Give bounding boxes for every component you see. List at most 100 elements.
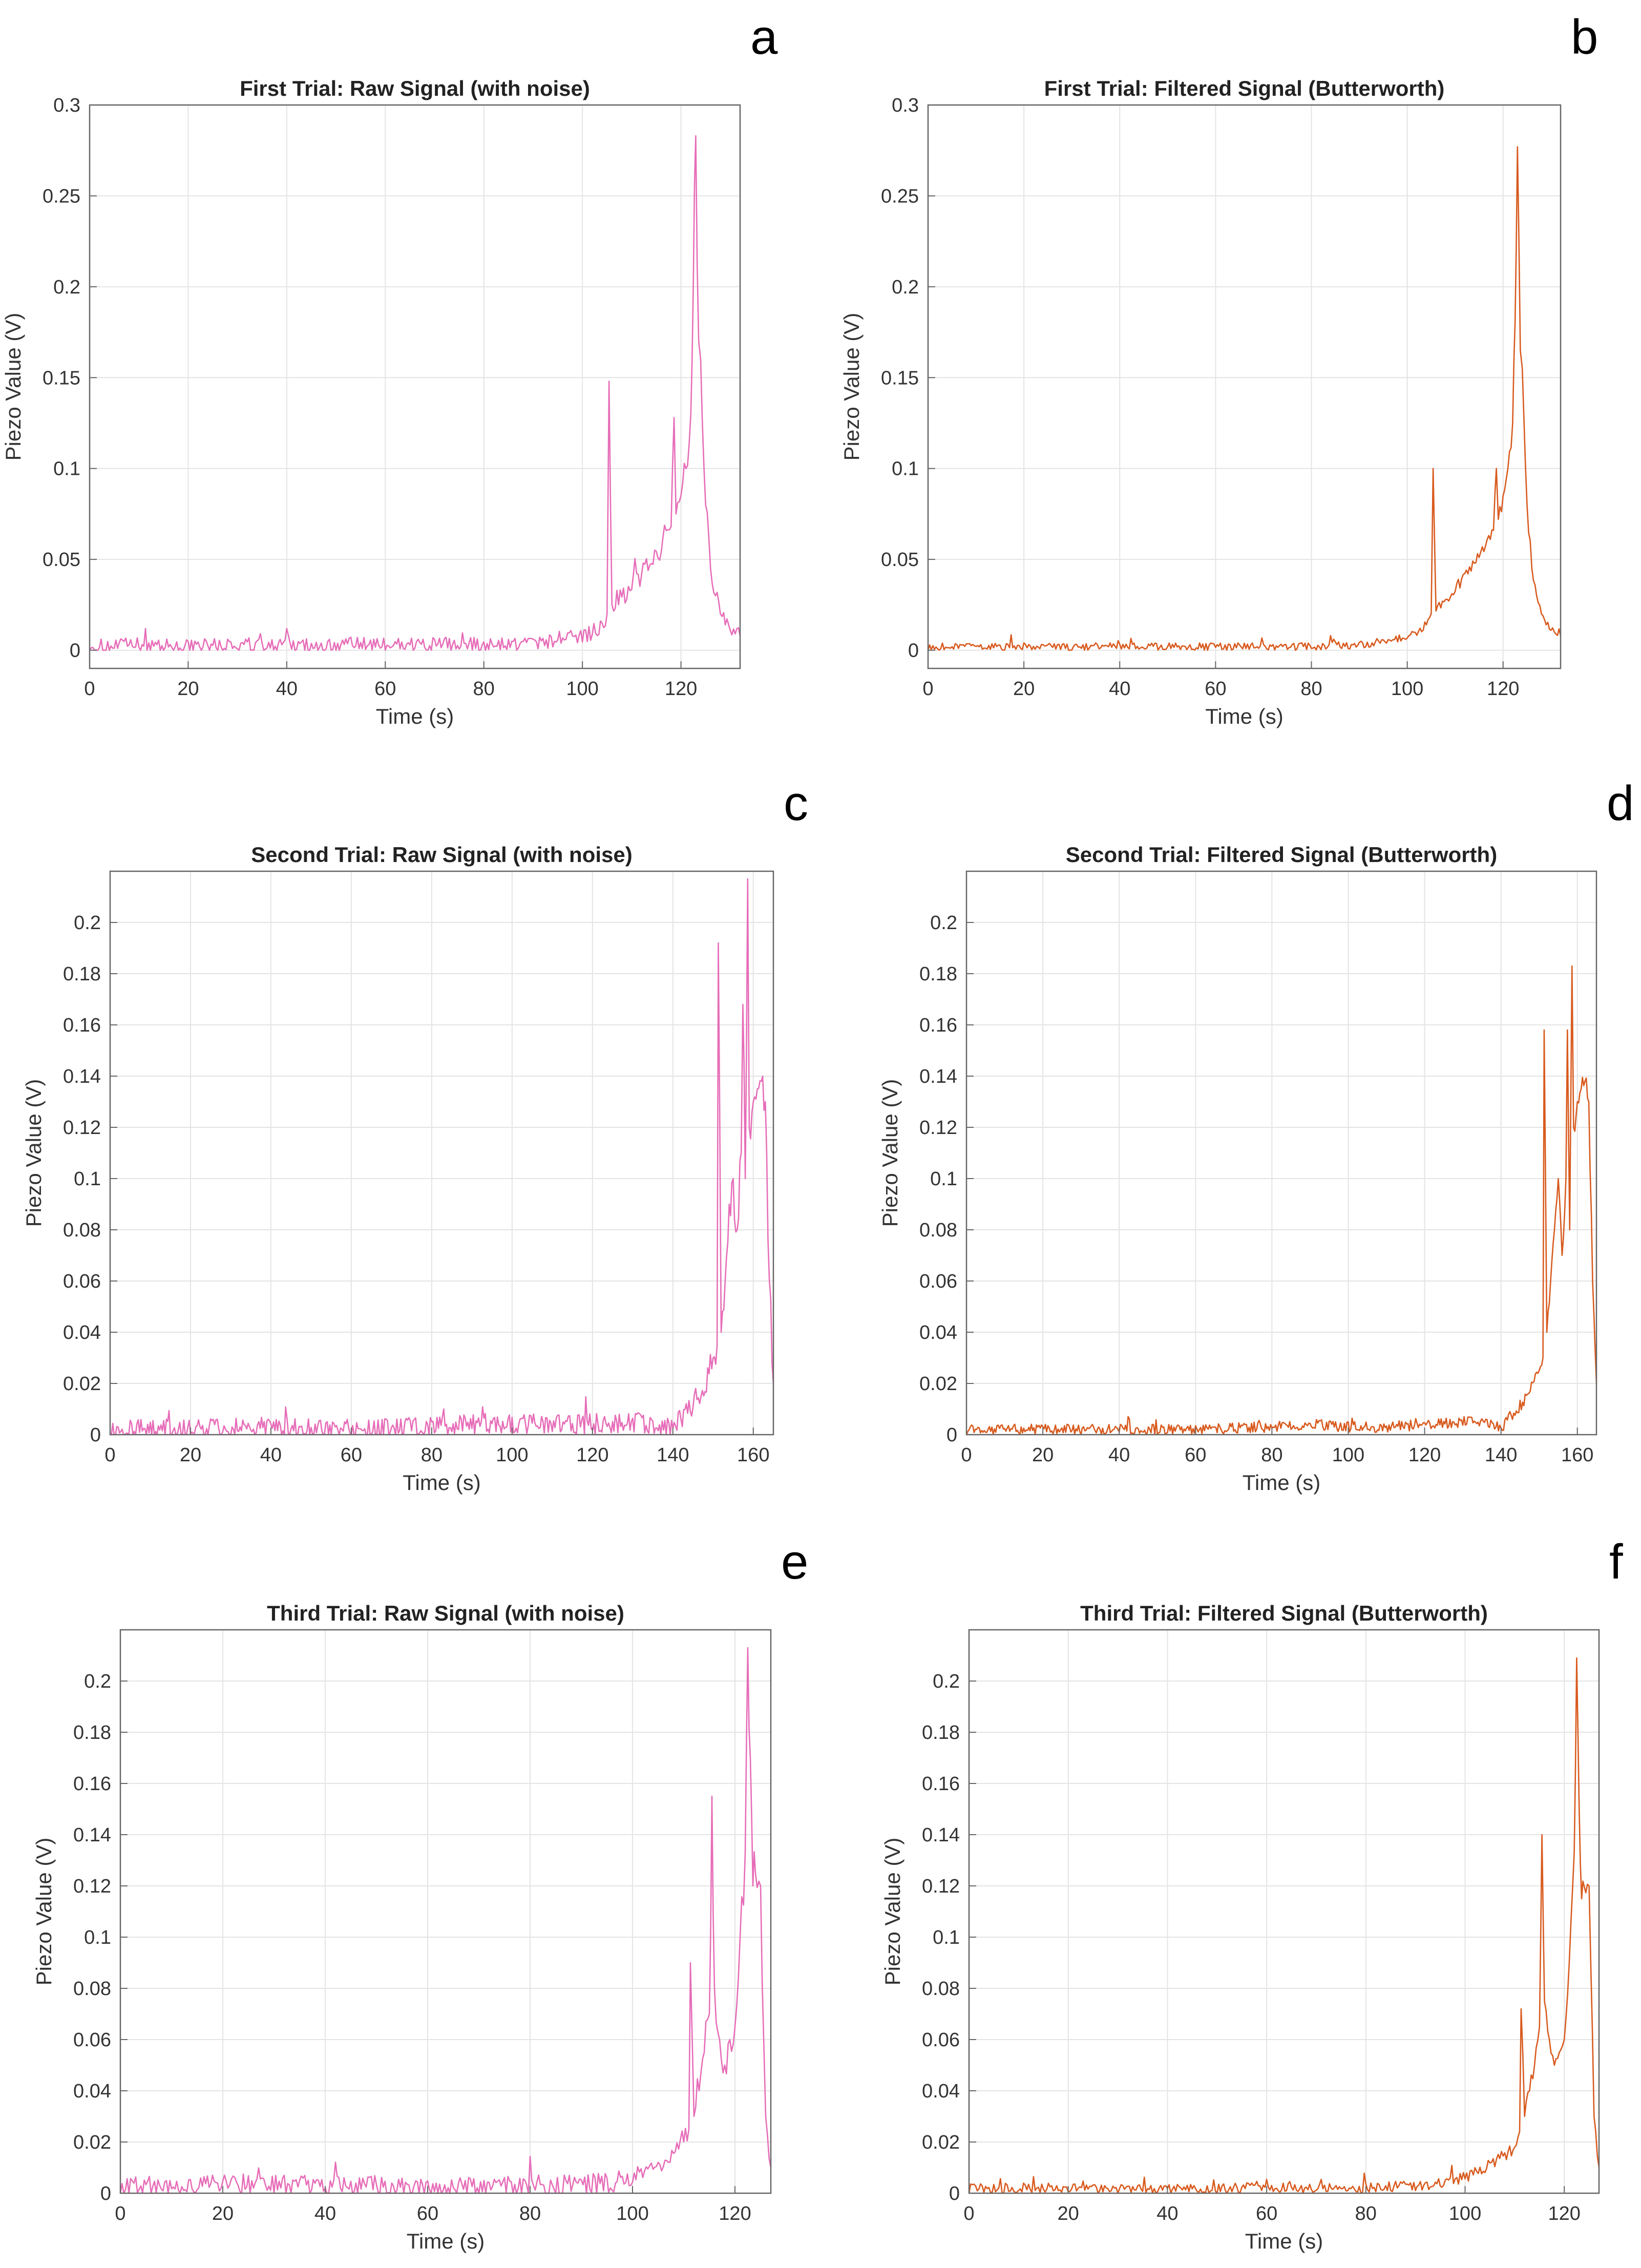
chart-svg: 0 20 40 60 80 100 120 0 0.05 0.1 0.15 0.2 0.25 0.3 Fir… [1, 76, 741, 728]
y-tick-label: 0.02 [73, 2132, 111, 2153]
x-tick-label: 80 [1355, 2203, 1377, 2224]
y-tick-label: 0 [100, 2183, 111, 2204]
y-tick-label: 0.2 [53, 277, 80, 298]
y-tick-label: 0.14 [922, 1824, 960, 1846]
chart-svg: 0 20 40 60 80 100 120 140 160 0 0.02 0.04 0.06 0.08 0.… [22, 843, 774, 1495]
chart-svg: 0 20 40 60 80 100 120 0 0.02 0.04 0.06 0.08 0.1 0.12 0… [32, 1601, 772, 2253]
chart-svg: 0 20 40 60 80 100 120 0 0.02 0.04 0.06 0.08 0.1 0.12 0… [880, 1601, 1600, 2253]
series-line [119, 1647, 772, 2194]
chart-svg: 0 20 40 60 80 100 120 0 0.05 0.1 0.15 0.2 0.25 0.3 Fir… [839, 76, 1562, 728]
x-tick-label: 0 [84, 678, 95, 700]
x-tick-label: 20 [180, 1444, 201, 1466]
y-tick-label: 0.05 [881, 549, 919, 571]
y-axis-label: Piezo Value (V) [22, 1079, 46, 1227]
x-tick-label: 140 [1485, 1444, 1517, 1466]
y-tick-label: 0.25 [43, 185, 80, 207]
chart-panel-f: f 0 20 40 60 80 100 120 0 0.02 0.04 0.06 0.08 0.1 0.12… [820, 1512, 1641, 2268]
x-tick-label: 0 [963, 2203, 974, 2224]
y-tick-label: 0.1 [933, 1927, 960, 1948]
series-line [110, 878, 774, 1436]
y-tick-label: 0.12 [73, 1876, 111, 1897]
y-tick-label: 0.18 [919, 963, 957, 985]
x-tick-label: 60 [1256, 2203, 1277, 2224]
y-tick-label: 0.2 [933, 1671, 960, 1692]
y-tick-label: 0.18 [922, 1722, 960, 1744]
x-tick-label: 0 [115, 2203, 125, 2224]
y-tick-label: 0.06 [73, 2029, 111, 2051]
x-tick-label: 60 [1205, 678, 1226, 700]
x-axis-label: Time (s) [1243, 1471, 1320, 1495]
x-tick-label: 0 [104, 1444, 115, 1466]
y-tick-label: 0.1 [930, 1168, 957, 1190]
chart-title: Second Trial: Raw Signal (with noise) [251, 843, 632, 867]
x-tick-label: 100 [496, 1444, 528, 1466]
y-axis-label: Piezo Value (V) [880, 1838, 904, 1986]
x-axis-label: Time (s) [376, 704, 454, 728]
y-tick-label: 0 [946, 1424, 957, 1446]
y-tick-label: 0.02 [919, 1373, 957, 1395]
plot-frame [119, 1629, 772, 2194]
y-axis-label: Piezo Value (V) [32, 1838, 56, 1986]
x-tick-label: 80 [519, 2203, 541, 2224]
y-tick-label: 0.3 [892, 95, 919, 116]
x-tick-label: 20 [1032, 1444, 1054, 1466]
y-tick-label: 0.08 [922, 1978, 960, 2000]
y-tick-label: 0.15 [881, 367, 919, 389]
plot-frame [965, 870, 1597, 1436]
y-tick-label: 0.04 [63, 1322, 101, 1343]
y-tick-label: 0.02 [922, 2132, 960, 2153]
x-tick-label: 100 [566, 678, 598, 700]
y-tick-label: 0.16 [922, 1773, 960, 1795]
x-tick-label: 20 [1058, 2203, 1079, 2224]
x-tick-label: 0 [922, 678, 933, 700]
y-tick-label: 0.18 [63, 963, 101, 985]
x-axis-label: Time (s) [1205, 704, 1283, 728]
panel-letter: e [781, 1535, 809, 1589]
y-tick-label: 0.05 [43, 549, 80, 571]
x-tick-label: 100 [1391, 678, 1423, 700]
y-tick-label: 0.3 [53, 95, 80, 116]
y-tick-label: 0.2 [84, 1671, 111, 1692]
x-tick-label: 40 [260, 1444, 282, 1466]
x-tick-label: 120 [576, 1444, 608, 1466]
x-tick-label: 80 [473, 678, 495, 700]
plot-frame [89, 104, 741, 669]
x-tick-label: 60 [417, 2203, 438, 2224]
chart-title: First Trial: Raw Signal (with noise) [240, 76, 590, 100]
y-tick-label: 0.15 [43, 367, 80, 389]
y-tick-label: 0.08 [919, 1220, 957, 1241]
x-tick-label: 120 [1408, 1444, 1441, 1466]
series-line [965, 965, 1597, 1436]
y-tick-label: 0.2 [74, 912, 101, 934]
x-tick-label: 100 [1332, 1444, 1364, 1466]
x-tick-label: 100 [616, 2203, 648, 2224]
y-axis-label: Piezo Value (V) [839, 313, 864, 461]
y-tick-label: 0.08 [63, 1220, 101, 1241]
y-tick-label: 0.12 [63, 1117, 101, 1139]
y-axis-label: Piezo Value (V) [878, 1079, 902, 1227]
x-tick-label: 0 [961, 1444, 972, 1466]
x-tick-label: 20 [177, 678, 199, 700]
y-tick-label: 0.1 [892, 458, 919, 480]
x-tick-label: 160 [737, 1444, 769, 1466]
x-tick-label: 60 [1185, 1444, 1206, 1466]
chart-title: First Trial: Filtered Signal (Butterwort… [1044, 76, 1445, 100]
y-tick-label: 0 [949, 2183, 960, 2204]
x-tick-label: 80 [1300, 678, 1322, 700]
panel-letter: d [1607, 776, 1634, 831]
x-axis-label: Time (s) [1245, 2229, 1323, 2253]
y-tick-label: 0.14 [63, 1066, 101, 1087]
chart-title: Second Trial: Filtered Signal (Butterwor… [1066, 843, 1497, 867]
x-tick-label: 120 [665, 678, 697, 700]
chart-panel-d: d 0 20 40 60 80 100 120 140 160 0 0.02 0.04 0.06 0.08 0… [820, 756, 1641, 1512]
chart-panel-e: e 0 20 40 60 80 100 120 0 0.02 0.04 0.06 0.08 0.1 0.12… [0, 1512, 820, 2268]
y-tick-label: 0 [908, 640, 919, 662]
x-tick-label: 100 [1449, 2203, 1481, 2224]
series-line [968, 1657, 1600, 2194]
y-tick-label: 0.16 [919, 1015, 957, 1036]
x-tick-label: 40 [1108, 1444, 1130, 1466]
plot-frame [968, 1629, 1600, 2194]
y-tick-label: 0.18 [73, 1722, 111, 1744]
chart-title: Third Trial: Filtered Signal (Butterwort… [1080, 1601, 1488, 1625]
plot-frame [109, 870, 774, 1436]
